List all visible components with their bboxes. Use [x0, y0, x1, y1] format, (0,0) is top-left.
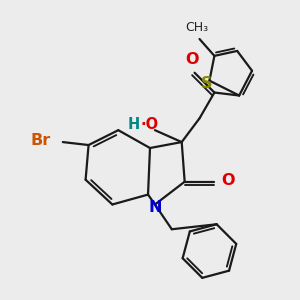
Text: N: N	[148, 200, 162, 215]
Text: ·O: ·O	[140, 117, 158, 132]
Text: O: O	[185, 52, 198, 67]
Text: H: H	[128, 117, 140, 132]
Text: S: S	[201, 76, 212, 91]
Text: O: O	[221, 173, 235, 188]
Text: CH₃: CH₃	[185, 21, 208, 34]
Text: Br: Br	[31, 133, 51, 148]
